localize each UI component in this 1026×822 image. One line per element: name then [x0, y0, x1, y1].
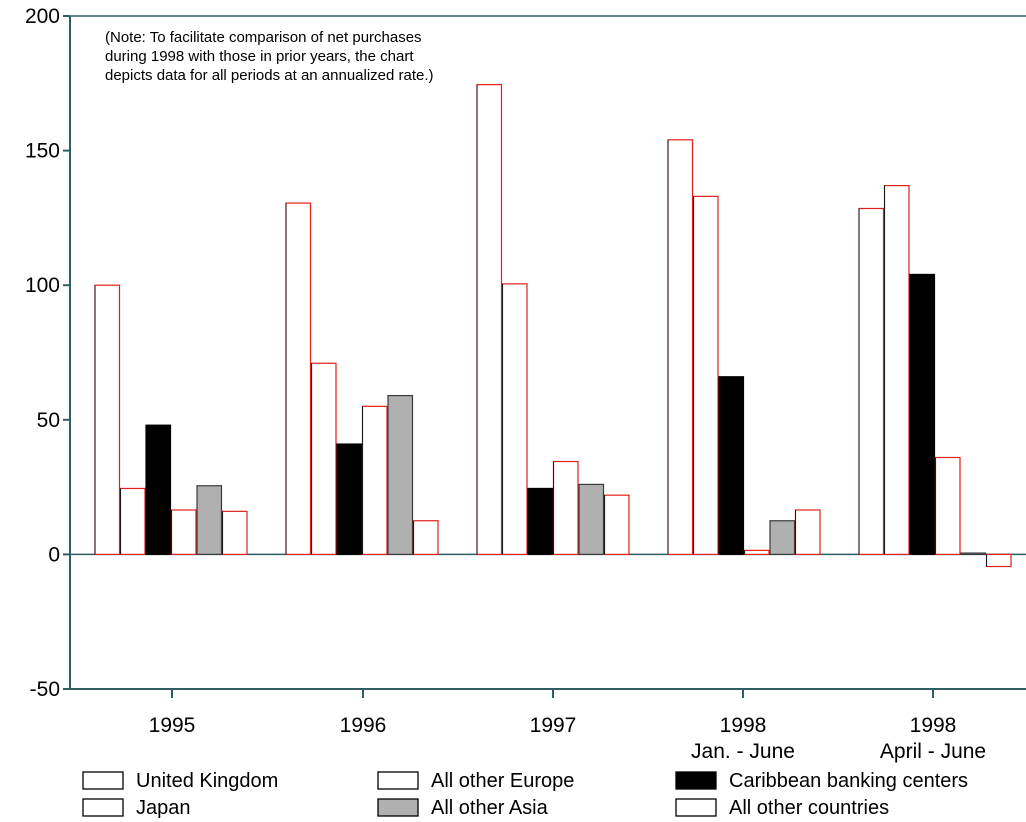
bar-all-other-asia-4 [960, 552, 987, 556]
legend-swatch [377, 798, 419, 817]
y-tick-label: 0 [48, 543, 60, 566]
bar-all-other-countries-1 [412, 520, 439, 556]
bar-caribbean-banking-centers-0 [145, 424, 172, 555]
y-tick-label: 100 [25, 274, 60, 297]
legend-swatch [82, 771, 124, 790]
legend-item-all-other-countries: All other countries [675, 797, 889, 819]
bar-all-other-europe-2 [552, 460, 579, 556]
legend-label: United Kingdom [136, 770, 278, 792]
bar-all-other-countries-4 [985, 553, 1012, 568]
bar-all-other-countries-3 [794, 509, 821, 555]
bar-united-kingdom-0 [94, 284, 121, 556]
legend-label: All other Europe [431, 770, 574, 792]
bar-all-other-asia-2 [578, 483, 605, 555]
legend-swatch [675, 771, 717, 790]
note-line-2: during 1998 with those in prior years, t… [105, 48, 414, 65]
legend-label: Caribbean banking centers [729, 770, 968, 792]
bars [94, 84, 1012, 568]
note-line-3: depicts data for all periods at an annua… [105, 67, 434, 84]
note-line-1: (Note: To facilitate comparison of net p… [105, 29, 422, 46]
x-tick-label: 1998 [720, 714, 767, 737]
legend-item-japan: Japan [82, 797, 191, 819]
legend-swatch [377, 771, 419, 790]
bar-japan-2 [501, 283, 528, 555]
legend-item-all-other-europe: All other Europe [377, 770, 574, 792]
x-tick-sublabel: Jan. - June [691, 740, 795, 763]
bar-japan-4 [883, 184, 910, 555]
bar-all-other-countries-2 [603, 494, 630, 555]
bar-united-kingdom-1 [285, 202, 312, 555]
bar-all-other-europe-0 [170, 509, 197, 555]
bar-all-other-europe-1 [361, 405, 388, 555]
y-tick-labels: 200 150 100 50 0 -50 [25, 5, 60, 701]
bar-japan-1 [310, 362, 337, 556]
bar-united-kingdom-2 [476, 84, 503, 556]
x-tick-label: 1998 [910, 714, 957, 737]
y-tick-label: 50 [37, 409, 60, 432]
y-tick-label: 200 [25, 5, 60, 28]
x-tick-label: 1997 [530, 714, 577, 737]
bar-all-other-europe-4 [934, 456, 961, 556]
bar-caribbean-banking-centers-3 [718, 376, 745, 555]
bar-all-other-asia-3 [769, 520, 796, 556]
y-tick-label: 150 [25, 140, 60, 163]
x-tick-labels: 1995 1996 1997 1998 Jan. - June 1998 April - J… [149, 714, 986, 763]
legend-label: All other Asia [431, 797, 549, 819]
bar-all-other-countries-0 [221, 510, 248, 556]
bar-caribbean-banking-centers-2 [527, 487, 554, 556]
bar-all-other-asia-0 [196, 485, 223, 555]
bar-japan-0 [119, 487, 146, 556]
x-tick-label: 1995 [149, 714, 196, 737]
bar-united-kingdom-3 [667, 139, 694, 555]
chart-note: (Note: To facilitate comparison of net p… [105, 29, 434, 84]
x-tick-sublabel: April - June [880, 740, 986, 763]
x-tick-label: 1996 [340, 714, 387, 737]
y-tick-label: -50 [30, 678, 60, 701]
legend-swatch [675, 798, 717, 817]
bar-caribbean-banking-centers-4 [909, 273, 936, 555]
legend-item-all-other-asia: All other Asia [377, 797, 549, 819]
bar-all-other-europe-3 [743, 549, 770, 555]
bar-caribbean-banking-centers-1 [336, 443, 363, 556]
bar-all-other-asia-1 [387, 394, 414, 555]
legend: United Kingdom All other Europe Caribbean … [82, 770, 968, 819]
legend-label: Japan [136, 797, 191, 819]
bar-japan-3 [692, 195, 719, 556]
legend-label: All other countries [729, 797, 889, 819]
bar-united-kingdom-4 [858, 207, 885, 555]
legend-item-united-kingdom: United Kingdom [82, 770, 278, 792]
legend-item-caribbean-banking-centers: Caribbean banking centers [675, 770, 968, 792]
legend-swatch [82, 798, 124, 817]
